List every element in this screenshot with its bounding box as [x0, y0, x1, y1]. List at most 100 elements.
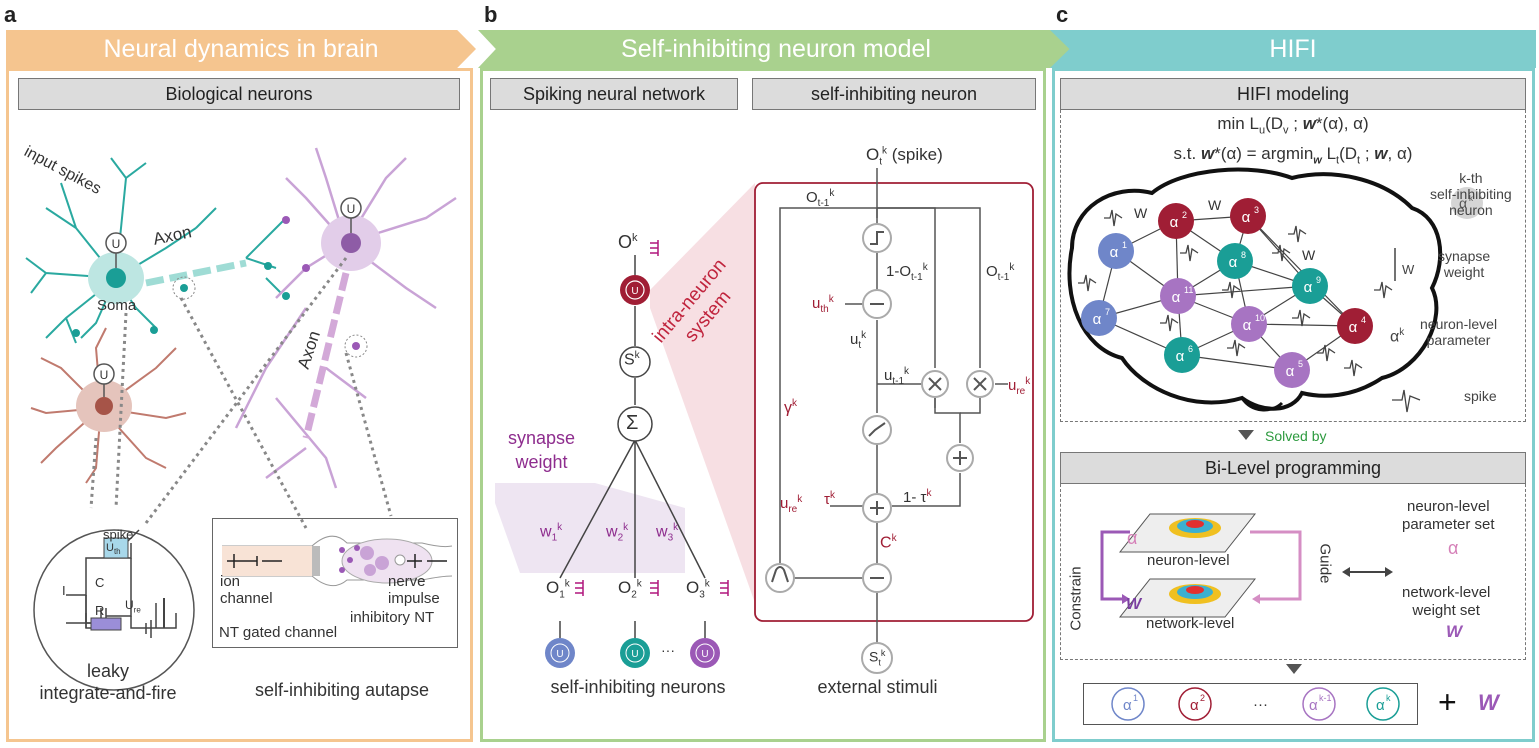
svg-text:α: α: [1242, 209, 1251, 226]
svg-text:α: α: [1243, 317, 1252, 334]
svg-text:2: 2: [1200, 693, 1205, 703]
ok-label: Ok: [618, 232, 638, 252]
nt-gated-label: NT gated channel: [219, 624, 338, 641]
svg-text:11: 11: [1184, 285, 1193, 295]
sk-label: Sk: [624, 350, 640, 369]
panel-a-header: Biological neurons: [18, 78, 460, 110]
equation-1: min Lu(Dv ; w*(α), α): [1217, 114, 1369, 137]
bilevel-neuron-level: neuron-level: [1147, 552, 1230, 569]
bilevel-alpha: α: [1127, 528, 1138, 548]
ut1-label: ut-1k: [884, 366, 910, 387]
lif-uth-label: Uth: [106, 542, 121, 557]
svg-text:α: α: [1309, 697, 1318, 714]
plus-w: W: [1478, 690, 1499, 715]
svg-text:U: U: [701, 649, 708, 660]
svg-text:U: U: [112, 237, 121, 251]
svg-text:W: W: [1134, 205, 1148, 221]
panel-b-header-left: Spiking neural network: [490, 78, 738, 110]
panel-c-frame: [1052, 68, 1535, 742]
svg-text:α: α: [1286, 363, 1295, 380]
svg-text:8: 8: [1241, 250, 1246, 260]
panel-c-letter: c: [1056, 2, 1069, 27]
panel-a-frame: [6, 68, 473, 742]
param-set-alpha: α: [1448, 538, 1459, 558]
sigma-label: Σ: [626, 412, 639, 434]
one-minus-tau-label: 1- τk: [903, 488, 932, 506]
legend-alpha-k: αk: [1390, 327, 1405, 346]
weight-set-label: network-level weight set: [1402, 584, 1491, 619]
w2-label: w2k: [606, 522, 629, 544]
lif-r-label: R: [95, 603, 105, 618]
solved-by-label: Solved by: [1265, 428, 1327, 444]
svg-text:α: α: [1176, 348, 1185, 365]
svg-text:α: α: [1459, 195, 1467, 211]
svg-text:W: W: [1302, 247, 1316, 263]
bilevel-network-level: network-level: [1146, 615, 1235, 632]
nerve-impulse-label: nerve impulse: [388, 573, 440, 607]
inhibitory-nt-label: inhibitory NT: [350, 609, 435, 626]
snn-caption: self-inhibiting neurons: [550, 677, 726, 697]
param-set-label: neuron-level parameter set: [1402, 498, 1495, 533]
alpha-set-row: [1083, 683, 1418, 725]
svg-text:···: ···: [1253, 696, 1268, 713]
panel-b-title: Self-inhibiting neuron model: [621, 34, 931, 63]
svg-text:α: α: [1110, 244, 1119, 261]
svg-text:α: α: [1093, 311, 1102, 328]
legend-kth-label: k-th self-inhibiting neuron: [1430, 170, 1512, 218]
o1-label: O1k: [546, 578, 570, 601]
w3-label: w3k: [656, 522, 679, 544]
autapse-caption: self-inhibiting autapse: [254, 680, 430, 700]
svg-text:6: 6: [1188, 344, 1193, 354]
svg-text:5: 5: [1298, 359, 1303, 369]
brain-network: α α α α α α α α α α α 1 2 3 7 8 9 11 10 4 6 5 W…: [1067, 167, 1483, 413]
weight-set-w: W: [1446, 622, 1463, 641]
autapse-box: [212, 518, 458, 648]
legend-spike-label: spike: [1464, 388, 1497, 404]
panel-b-frame: [480, 68, 1046, 742]
legend-w-label: W: [1402, 262, 1415, 277]
panel-c-title: HIFI: [1269, 34, 1317, 63]
svg-text:1: 1: [1122, 240, 1127, 250]
svg-text:U: U: [631, 649, 638, 660]
stk-label: Stk: [869, 648, 886, 668]
svg-text:7: 7: [1105, 307, 1110, 317]
alpha-set-nodes: α α α α 1 2 ··· k-1 k: [1111, 687, 1400, 721]
guide-label: Guide: [1316, 543, 1334, 584]
synapse-weight-label: synapse weight: [508, 428, 576, 472]
svg-text:9: 9: [1316, 275, 1321, 285]
panel-c-banner: HIFI: [1050, 30, 1536, 68]
bilevel-box: [1060, 484, 1526, 660]
panel-a-letter: a: [4, 2, 17, 27]
ck-label: Ck: [880, 533, 897, 552]
uth-label: uthk: [812, 294, 834, 315]
o-t1-label: Ot-1k: [806, 188, 835, 209]
svg-text:4: 4: [1361, 315, 1366, 325]
svg-text:α: α: [1190, 697, 1199, 714]
svg-text:α: α: [1304, 279, 1313, 296]
svg-text:2: 2: [1182, 210, 1187, 220]
svg-text:α: α: [1229, 254, 1238, 271]
plus-sign: +: [1438, 684, 1457, 720]
o-t1-right-label: Ot-1k: [986, 262, 1015, 283]
hifi-modeling-box: [1060, 110, 1526, 422]
gamma-label: γk: [784, 398, 797, 417]
o2-label: O2k: [618, 578, 642, 601]
panel-a-banner: Neural dynamics in brain: [6, 30, 476, 68]
input-dots: ···: [661, 642, 675, 658]
svg-text:10: 10: [1255, 313, 1265, 323]
tau-label: τk: [824, 490, 835, 508]
lif-spike-label: spike: [103, 527, 134, 542]
svg-text:α: α: [1170, 214, 1179, 231]
panel-a-title: Neural dynamics in brain: [103, 34, 379, 63]
autapse-illustration: [222, 535, 453, 587]
lif-ure-label: Ure: [125, 598, 141, 615]
bilevel-w: W: [1126, 596, 1142, 613]
svg-text:k-1: k-1: [1319, 693, 1332, 703]
svg-text:α: α: [1123, 697, 1132, 714]
panel-c-header-bottom: Bi-Level programming: [1060, 452, 1526, 484]
panel-b-banner: Self-inhibiting neuron model: [478, 30, 1074, 68]
w1-label: w1k: [540, 522, 563, 544]
svg-text:U: U: [100, 368, 109, 382]
svg-text:k: k: [1386, 693, 1391, 703]
svg-text:U: U: [347, 202, 356, 216]
